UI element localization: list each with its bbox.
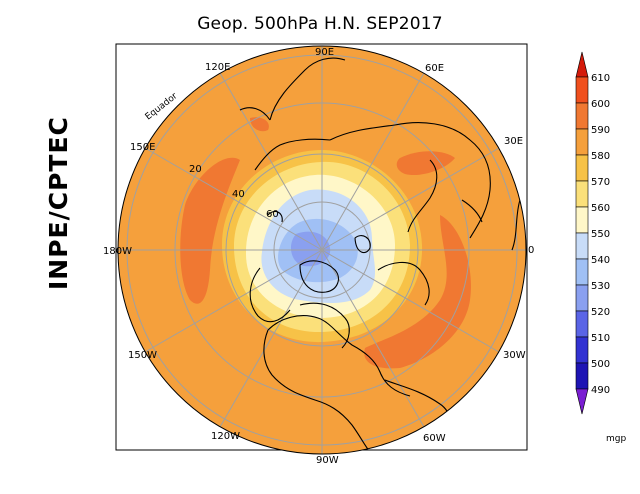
colorbar-label: 570 <box>591 177 610 188</box>
colorbar-label: 590 <box>591 125 610 136</box>
colorbar-box <box>575 362 589 390</box>
colorbar-label: 530 <box>591 281 610 292</box>
colorbar-box <box>575 102 589 130</box>
lat-label-60: 60 <box>266 209 279 220</box>
colorbar-box <box>575 154 589 182</box>
colorbar-label: 580 <box>591 151 610 162</box>
colorbar-box <box>575 76 589 104</box>
colorbar-box <box>575 310 589 338</box>
colorbar-box <box>575 128 589 156</box>
colorbar-box <box>575 180 589 208</box>
graticule <box>118 46 526 454</box>
colorbar-label: 520 <box>591 307 610 318</box>
map-boundary <box>117 45 527 455</box>
lon-label-180w: 180W <box>103 246 132 257</box>
band-590-eastasia <box>250 117 269 132</box>
lon-label-150w: 150W <box>128 350 157 361</box>
colorbar-top-arrow <box>575 51 589 78</box>
colorbar-label: 500 <box>591 359 610 370</box>
lon-label-60w: 60W <box>423 433 446 444</box>
lat-label-40: 40 <box>232 189 245 200</box>
colorbar-label: 540 <box>591 255 610 266</box>
colorbar-box <box>575 232 589 260</box>
colorbar-label: 550 <box>591 229 610 240</box>
band-590-asia <box>396 151 455 176</box>
lon-label-120e: 120E <box>205 62 230 73</box>
colorbar-box <box>575 206 589 234</box>
colorbar-label: 510 <box>591 333 610 344</box>
lon-label-120w: 120W <box>211 431 240 442</box>
map-title: Geop. 500hPa H.N. SEP2017 <box>197 14 443 34</box>
geopotential-field <box>118 46 526 454</box>
coastlines <box>239 57 521 453</box>
lon-label-90w: 90W <box>316 455 339 466</box>
colorbar-label: 490 <box>591 385 610 396</box>
lon-label-30w: 30W <box>503 350 526 361</box>
lon-label-0: 0 <box>528 245 534 256</box>
colorbar-label: 610 <box>591 73 610 84</box>
lon-label-30e: 30E <box>504 136 523 147</box>
band-520 <box>290 231 331 267</box>
lon-label-60e: 60E <box>425 63 444 74</box>
colorbar-label: 600 <box>591 99 610 110</box>
colorbar-box <box>575 258 589 286</box>
colorbar-bottom-arrow <box>575 388 589 415</box>
colorbar-box <box>575 284 589 312</box>
lon-label-90e: 90E <box>315 47 334 58</box>
lat-label-20: 20 <box>189 164 202 175</box>
colorbar-label: 560 <box>591 203 610 214</box>
lon-label-150e: 150E <box>130 142 155 153</box>
colorbar-unit: mgp <box>606 434 626 444</box>
band-590-atlantic <box>364 215 471 369</box>
colorbar-box <box>575 336 589 364</box>
